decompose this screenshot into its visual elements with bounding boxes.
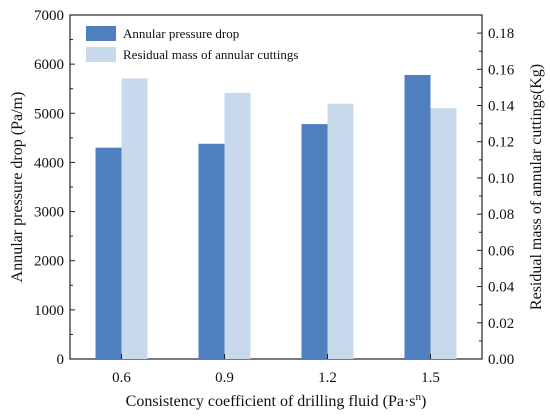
right-tick-label: 0.10	[488, 171, 514, 187]
x-axis-title: Consistency coefficient of drilling flui…	[126, 391, 427, 410]
bar-pressure-drop	[198, 143, 225, 359]
right-tick-label: 0.08	[488, 207, 514, 223]
x-tick-label: 0.9	[215, 370, 234, 386]
legend-label-pressure: Annular pressure drop	[123, 26, 239, 41]
legend-label-cuttings: Residual mass of annular cuttings	[123, 47, 298, 62]
right-axis: 0.00 0.02 0.04 0.06 0.08 0.10 0.12 0.14 0.16 0.18	[477, 14, 515, 368]
legend-swatch-cuttings	[86, 47, 116, 62]
left-tick-label: 3000	[34, 205, 64, 221]
left-tick-label: 5000	[34, 106, 64, 122]
left-axis-title: Annular pressure drop (Pa/m)	[9, 92, 26, 283]
legend-swatch-pressure	[86, 26, 116, 41]
right-tick-label: 0.12	[488, 135, 514, 151]
left-tick-label: 0	[57, 352, 65, 368]
right-tick-label: 0.18	[488, 26, 514, 42]
left-tick-label: 7000	[34, 8, 64, 24]
bar-residual-mass	[224, 92, 251, 359]
left-axis: 0 1000 2000 3000 4000 5000 6000 7000	[34, 8, 75, 368]
bar-residual-mass	[430, 108, 457, 360]
x-axis-title-suffix: )	[421, 393, 426, 410]
bar-residual-mass	[327, 103, 354, 359]
left-tick-label: 2000	[34, 254, 64, 270]
bar-pressure-drop	[301, 124, 328, 360]
right-axis-title: Residual mass of annular cuttings(Kg)	[528, 64, 545, 310]
right-tick-label: 0.06	[488, 243, 515, 259]
x-tick-label: 1.2	[318, 370, 337, 386]
x-tick-label: 0.6	[112, 370, 131, 386]
left-tick-label: 4000	[34, 155, 64, 171]
right-tick-label: 0.02	[488, 316, 514, 332]
x-axis-title-superscript: n	[416, 391, 422, 403]
bar-residual-mass	[121, 78, 148, 360]
x-axis-title-main: Consistency coefficient of drilling flui…	[126, 393, 416, 410]
bars-layer	[95, 74, 457, 360]
bar-pressure-drop	[95, 147, 122, 359]
x-tick-label: 1.5	[421, 370, 440, 386]
x-axis: 0.6 0.9 1.2 1.5	[112, 354, 440, 386]
left-tick-label: 6000	[34, 57, 64, 73]
legend: Annular pressure drop Residual mass of a…	[86, 26, 298, 62]
right-tick-label: 0.14	[488, 99, 515, 115]
right-tick-label: 0.16	[488, 62, 515, 78]
right-tick-label: 0.04	[488, 280, 515, 296]
bar-pressure-drop	[404, 74, 431, 359]
left-tick-label: 1000	[34, 303, 64, 319]
right-tick-label: 0.00	[488, 352, 514, 368]
